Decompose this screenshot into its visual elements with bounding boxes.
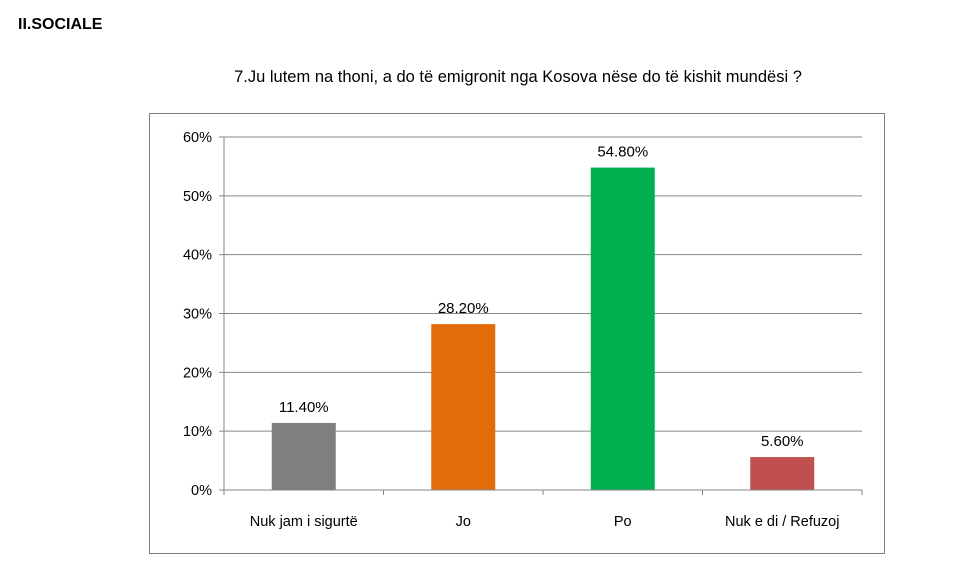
category-label: Nuk jam i sigurtë <box>250 514 358 530</box>
y-tick-label: 0% <box>191 483 212 499</box>
section-heading: II.SOCIALE <box>18 16 103 33</box>
data-label: 28.20% <box>438 300 489 317</box>
bar <box>750 457 815 490</box>
category-label: Po <box>614 514 632 530</box>
category-label: Jo <box>456 514 471 530</box>
y-tick-label: 10% <box>183 424 212 440</box>
bar <box>431 324 496 490</box>
data-label: 5.60% <box>761 433 804 450</box>
y-tick-label: 50% <box>183 189 212 205</box>
y-tick-label: 60% <box>183 130 212 146</box>
data-label: 54.80% <box>597 144 648 161</box>
bar <box>271 422 336 490</box>
data-label: 11.40% <box>279 399 329 416</box>
y-tick-label: 30% <box>183 307 212 323</box>
y-tick-label: 20% <box>183 365 212 381</box>
y-tick-label: 40% <box>183 248 212 264</box>
chart-title: 7.Ju lutem na thoni, a do të emigronit n… <box>234 68 802 86</box>
bar <box>590 167 655 491</box>
category-label: Nuk e di / Refuzoj <box>725 514 839 530</box>
